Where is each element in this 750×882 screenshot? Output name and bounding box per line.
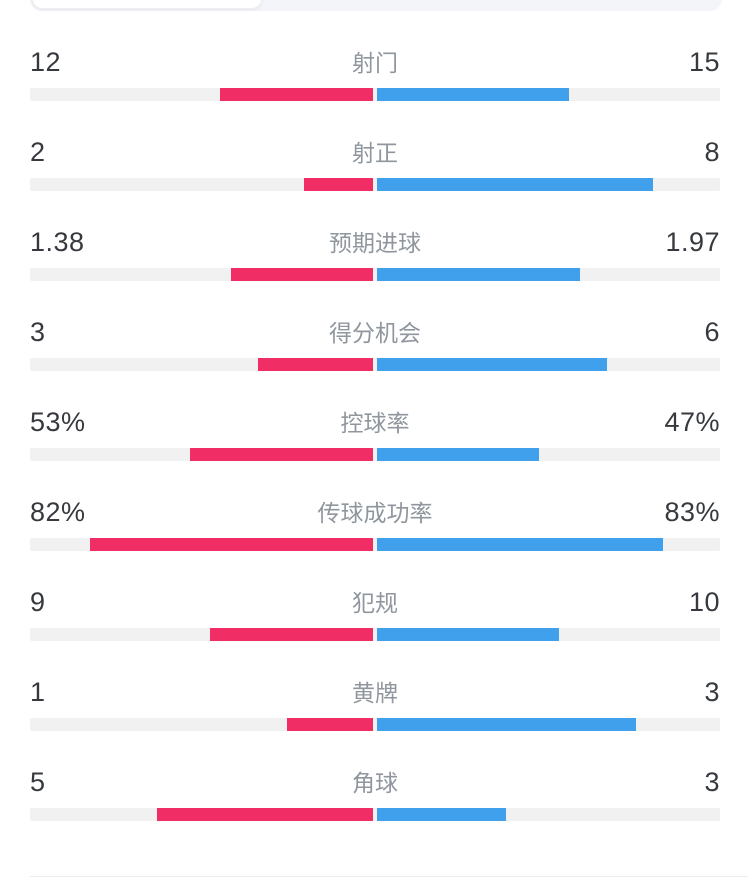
away-value: 10: [688, 587, 720, 617]
home-value: 9: [30, 587, 46, 617]
comparison-bar-track: [30, 448, 720, 461]
away-bar: [377, 358, 607, 371]
stats-tab-bar[interactable]: [30, 0, 722, 11]
home-bar: [209, 628, 373, 641]
away-bar: [377, 808, 507, 821]
home-value: 1.38: [30, 227, 85, 257]
comparison-bar-track: [30, 88, 720, 101]
stat-label: 角球: [352, 770, 398, 796]
stats-list: 12 射门 15 2 射正 8 1.38 预期进球 1.97: [30, 45, 720, 855]
bottom-divider: [30, 876, 748, 877]
away-value: 15: [688, 47, 720, 77]
comparison-bar-track: [30, 718, 720, 731]
stat-row-text-line: 5 角球 3: [30, 765, 720, 799]
stat-row: 5 角球 3: [30, 765, 720, 855]
home-bar: [286, 718, 373, 731]
away-value: 8: [704, 137, 720, 167]
stat-row-text-line: 9 犯规 10: [30, 585, 720, 619]
away-bar: [377, 178, 653, 191]
stat-row: 53% 控球率 47%: [30, 405, 720, 495]
home-value: 12: [30, 47, 62, 77]
home-value: 2: [30, 137, 46, 167]
comparison-bar-track: [30, 808, 720, 821]
away-bar: [377, 268, 580, 281]
stat-label: 控球率: [340, 410, 410, 436]
home-value: 53%: [30, 407, 86, 437]
home-value: 3: [30, 317, 46, 347]
stat-row-text-line: 1.38 预期进球 1.97: [30, 225, 720, 259]
home-bar: [157, 808, 373, 821]
stat-label: 射门: [352, 50, 398, 76]
home-bar: [304, 178, 373, 191]
away-value: 6: [704, 317, 720, 347]
stat-row: 12 射门 15: [30, 45, 720, 135]
away-value: 3: [704, 677, 720, 707]
stat-label: 传球成功率: [317, 500, 433, 526]
stat-label: 射正: [352, 140, 398, 166]
home-bar: [219, 88, 373, 101]
home-bar: [190, 448, 373, 461]
stat-row: 82% 传球成功率 83%: [30, 495, 720, 585]
stat-row: 2 射正 8: [30, 135, 720, 225]
comparison-bar-track: [30, 358, 720, 371]
comparison-bar-track: [30, 538, 720, 551]
comparison-bar-track: [30, 268, 720, 281]
stat-row-text-line: 2 射正 8: [30, 135, 720, 169]
stat-row-text-line: 12 射门 15: [30, 45, 720, 79]
home-value: 82%: [30, 497, 86, 527]
stat-row-text-line: 82% 传球成功率 83%: [30, 495, 720, 529]
stat-row: 3 得分机会 6: [30, 315, 720, 405]
stat-row-text-line: 1 黄牌 3: [30, 675, 720, 709]
away-value: 83%: [664, 497, 720, 527]
stat-row: 9 犯规 10: [30, 585, 720, 675]
away-value: 1.97: [665, 227, 720, 257]
home-bar: [230, 268, 373, 281]
selected-tab-segment[interactable]: [32, 0, 262, 9]
away-bar: [377, 718, 636, 731]
home-value: 5: [30, 767, 46, 797]
away-value: 3: [704, 767, 720, 797]
away-value: 47%: [664, 407, 720, 437]
stat-row: 1.38 预期进球 1.97: [30, 225, 720, 315]
home-bar: [258, 358, 373, 371]
stat-label: 得分机会: [329, 320, 421, 346]
stat-row-text-line: 53% 控球率 47%: [30, 405, 720, 439]
comparison-bar-track: [30, 178, 720, 191]
stat-label: 预期进球: [329, 230, 421, 256]
stat-label: 黄牌: [352, 680, 398, 706]
stat-label: 犯规: [352, 590, 398, 616]
away-bar: [377, 88, 569, 101]
comparison-bar-track: [30, 628, 720, 641]
stat-row-text-line: 3 得分机会 6: [30, 315, 720, 349]
home-bar: [90, 538, 373, 551]
stat-row: 1 黄牌 3: [30, 675, 720, 765]
home-value: 1: [30, 677, 46, 707]
away-bar: [377, 448, 540, 461]
away-bar: [377, 538, 664, 551]
away-bar: [377, 628, 559, 641]
